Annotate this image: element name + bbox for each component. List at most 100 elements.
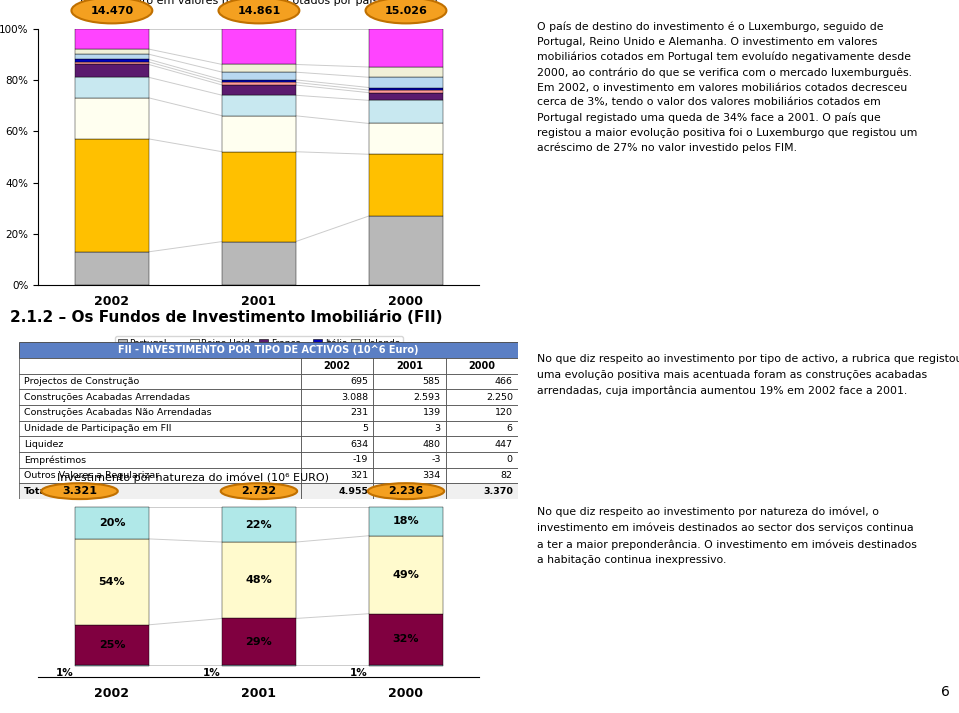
Bar [222,618,295,665]
Bar [19,452,301,468]
Bar [373,468,446,483]
Bar [369,123,443,154]
Bar [369,665,443,666]
Bar [301,436,373,452]
Text: 82: 82 [501,471,513,480]
Bar [369,154,443,216]
Bar [373,483,446,499]
Bar [75,62,149,64]
Bar [75,59,149,62]
Text: Construções Acabadas Não Arrendadas: Construções Acabadas Não Arrendadas [24,409,212,417]
Text: 25%: 25% [99,640,125,650]
Bar [301,468,373,483]
Text: -3: -3 [431,456,440,464]
Bar [369,67,443,77]
Bar [19,342,518,358]
Text: 585: 585 [423,377,440,386]
Bar [75,64,149,77]
Bar [369,90,443,93]
Text: 139: 139 [423,409,440,417]
Bar [19,421,301,436]
Text: 54%: 54% [99,577,126,587]
Text: 14.470: 14.470 [90,6,133,16]
Text: 695: 695 [350,377,368,386]
Bar [446,436,518,452]
Text: 20%: 20% [99,518,125,528]
Bar [75,665,149,666]
Text: 2.732: 2.732 [242,486,276,496]
Bar [373,405,446,421]
Text: 49%: 49% [392,570,419,580]
Text: Investimento por natureza do imóvel (10⁶ EURO): Investimento por natureza do imóvel (10⁶… [57,473,329,483]
Text: 48%: 48% [246,575,272,585]
Bar [19,389,301,405]
Text: 1%: 1% [350,667,368,677]
Text: No que diz respeito ao investimento por tipo de activo, a rubrica que registou
u: No que diz respeito ao investimento por … [537,354,959,396]
Bar [75,539,149,625]
Bar [446,405,518,421]
Bar [222,96,295,116]
Bar [75,77,149,98]
Bar [373,389,446,405]
Bar [301,452,373,468]
Text: 5: 5 [363,424,368,433]
Bar [446,421,518,436]
Bar [19,374,301,389]
Text: 334: 334 [422,471,440,480]
Bar [446,389,518,405]
Bar [373,358,446,374]
Text: 447: 447 [495,440,513,448]
Text: 466: 466 [495,377,513,386]
Text: 2.236: 2.236 [388,486,424,496]
Text: -19: -19 [353,456,368,464]
Text: O país de destino do investimento é o Luxemburgo, seguido de
Portugal, Reino Uni: O país de destino do investimento é o Lu… [537,21,918,153]
Text: 1%: 1% [203,667,221,677]
Text: 2.1.2 – Os Fundos de Investimento Imobiliário (FII): 2.1.2 – Os Fundos de Investimento Imobil… [10,310,442,326]
Bar [19,358,301,374]
Text: Projectos de Construção: Projectos de Construção [24,377,139,386]
Ellipse shape [41,483,118,499]
Bar [75,625,149,665]
Bar [301,405,373,421]
Text: Total: Total [24,487,50,496]
Text: 22%: 22% [246,520,272,530]
Bar [369,535,443,614]
Text: 4.955: 4.955 [339,487,368,496]
Bar [75,54,149,59]
Text: Empréstimos: Empréstimos [24,455,86,465]
Text: 480: 480 [423,440,440,448]
Bar [222,152,295,242]
Text: Outros Valores a Regularizar: Outros Valores a Regularizar [24,471,159,480]
Bar [369,93,443,101]
Bar [301,358,373,374]
Bar [369,614,443,665]
Title: Investimento em valores mobiliários cotados por país (10⁶ Euro): Investimento em valores mobiliários cota… [81,0,437,6]
Bar [75,507,149,539]
Ellipse shape [219,0,299,24]
Bar [369,77,443,88]
Text: 321: 321 [350,471,368,480]
Bar [446,452,518,468]
Bar [19,405,301,421]
Bar [369,88,443,90]
Bar [222,29,295,64]
Text: 634: 634 [350,440,368,448]
Bar [301,389,373,405]
Text: Construções Acabadas Arrendadas: Construções Acabadas Arrendadas [24,393,190,401]
Bar [75,29,149,49]
Text: 29%: 29% [246,637,272,647]
Text: 120: 120 [495,409,513,417]
Bar [373,452,446,468]
Text: No que diz respeito ao investimento por natureza do imóvel, o
investimento em im: No que diz respeito ao investimento por … [537,506,917,565]
Bar [446,358,518,374]
Text: 2002: 2002 [323,361,351,371]
Bar [222,242,295,285]
Text: FII - INVESTIMENTO POR TIPO DE ACTIVOS (10^6 Euro): FII - INVESTIMENTO POR TIPO DE ACTIVOS (… [118,345,419,355]
Bar [446,374,518,389]
Text: 2001: 2001 [396,361,423,371]
Ellipse shape [367,483,444,499]
Legend: Portugal, Luxemburgo, Reino Unido, Alemanha, França, Espanha, Itália, EUA, Holan: Portugal, Luxemburgo, Reino Unido, Alema… [115,336,403,364]
Text: 32%: 32% [393,634,419,644]
Text: 231: 231 [350,409,368,417]
Text: 3.088: 3.088 [341,393,368,401]
